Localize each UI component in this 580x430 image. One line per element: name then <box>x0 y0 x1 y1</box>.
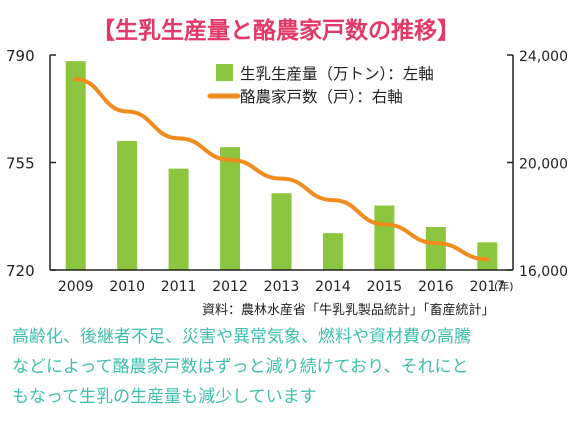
bars <box>65 61 498 271</box>
chart: 【生乳生産量と酪農家戸数の推移】 720 755 790 16,000 20,000 2… <box>6 17 568 318</box>
x-tick-label-2015: 2015 <box>367 279 403 295</box>
right-tick-label: 20,000 <box>519 157 568 173</box>
caption-line-2: などによって酪農家戸数はずっと減り続けており、それにと <box>12 357 469 377</box>
x-tick-label-2014: 2014 <box>315 279 351 295</box>
x-tick-label-2012: 2012 <box>212 279 248 295</box>
chart-title: 【生乳生産量と酪農家戸数の推移】 <box>92 17 460 44</box>
x-tick-label-2013: 2013 <box>264 279 300 295</box>
x-tick-label-2017: 2017 <box>469 279 505 295</box>
legend-bar-swatch <box>216 64 233 81</box>
legend-bar-label: 生乳生産量（万トン）：左軸 <box>240 65 434 83</box>
bar-2017 <box>477 242 498 270</box>
bar-2011 <box>168 168 189 270</box>
left-axis-ticks: 720 755 790 <box>6 47 56 280</box>
left-tick-label: 790 <box>6 47 35 65</box>
bar-2014 <box>322 233 343 270</box>
right-axis-ticks: 16,000 20,000 24,000 <box>507 49 568 280</box>
caption-line-3: もなって生乳の生産量も減少しています <box>12 387 317 407</box>
x-unit-label: (年) <box>494 279 514 293</box>
caption: 高齢化、後継者不足、災害や異常気象、燃料や資材費の高騰 などによって酪農家戸数は… <box>12 322 572 412</box>
legend-line-label: 酪農家戸数（戸）：右軸 <box>240 88 403 106</box>
right-tick-label: 24,000 <box>519 49 568 65</box>
bar-2013 <box>271 193 292 270</box>
left-tick-label: 755 <box>6 155 35 173</box>
x-tick-label-2011: 2011 <box>161 279 197 295</box>
trend-line-group <box>73 77 490 262</box>
legend: 生乳生産量（万トン）：左軸 酪農家戸数（戸）：右軸 <box>207 64 434 106</box>
x-tick-label-2016: 2016 <box>418 279 454 295</box>
x-tick-label-2009: 2009 <box>58 279 94 295</box>
source-note: 資料：農林水産省「牛乳乳製品統計」「畜産統計」 <box>202 302 495 318</box>
bar-2015 <box>374 205 395 270</box>
right-tick-label: 16,000 <box>519 264 568 280</box>
bar-2010 <box>117 141 138 270</box>
bar-2012 <box>220 147 241 270</box>
bar-2009 <box>65 61 86 271</box>
x-axis-ticks: 2009 2010 2011 2012 2013 2014 2015 2016 2017 <box>58 279 505 295</box>
left-tick-label: 720 <box>6 262 35 280</box>
bar-2016 <box>425 227 446 270</box>
caption-line-1: 高齢化、後継者不足、災害や異常気象、燃料や資材費の高騰 <box>12 327 471 347</box>
x-tick-label-2010: 2010 <box>109 279 145 295</box>
households-trend-line <box>73 77 490 262</box>
